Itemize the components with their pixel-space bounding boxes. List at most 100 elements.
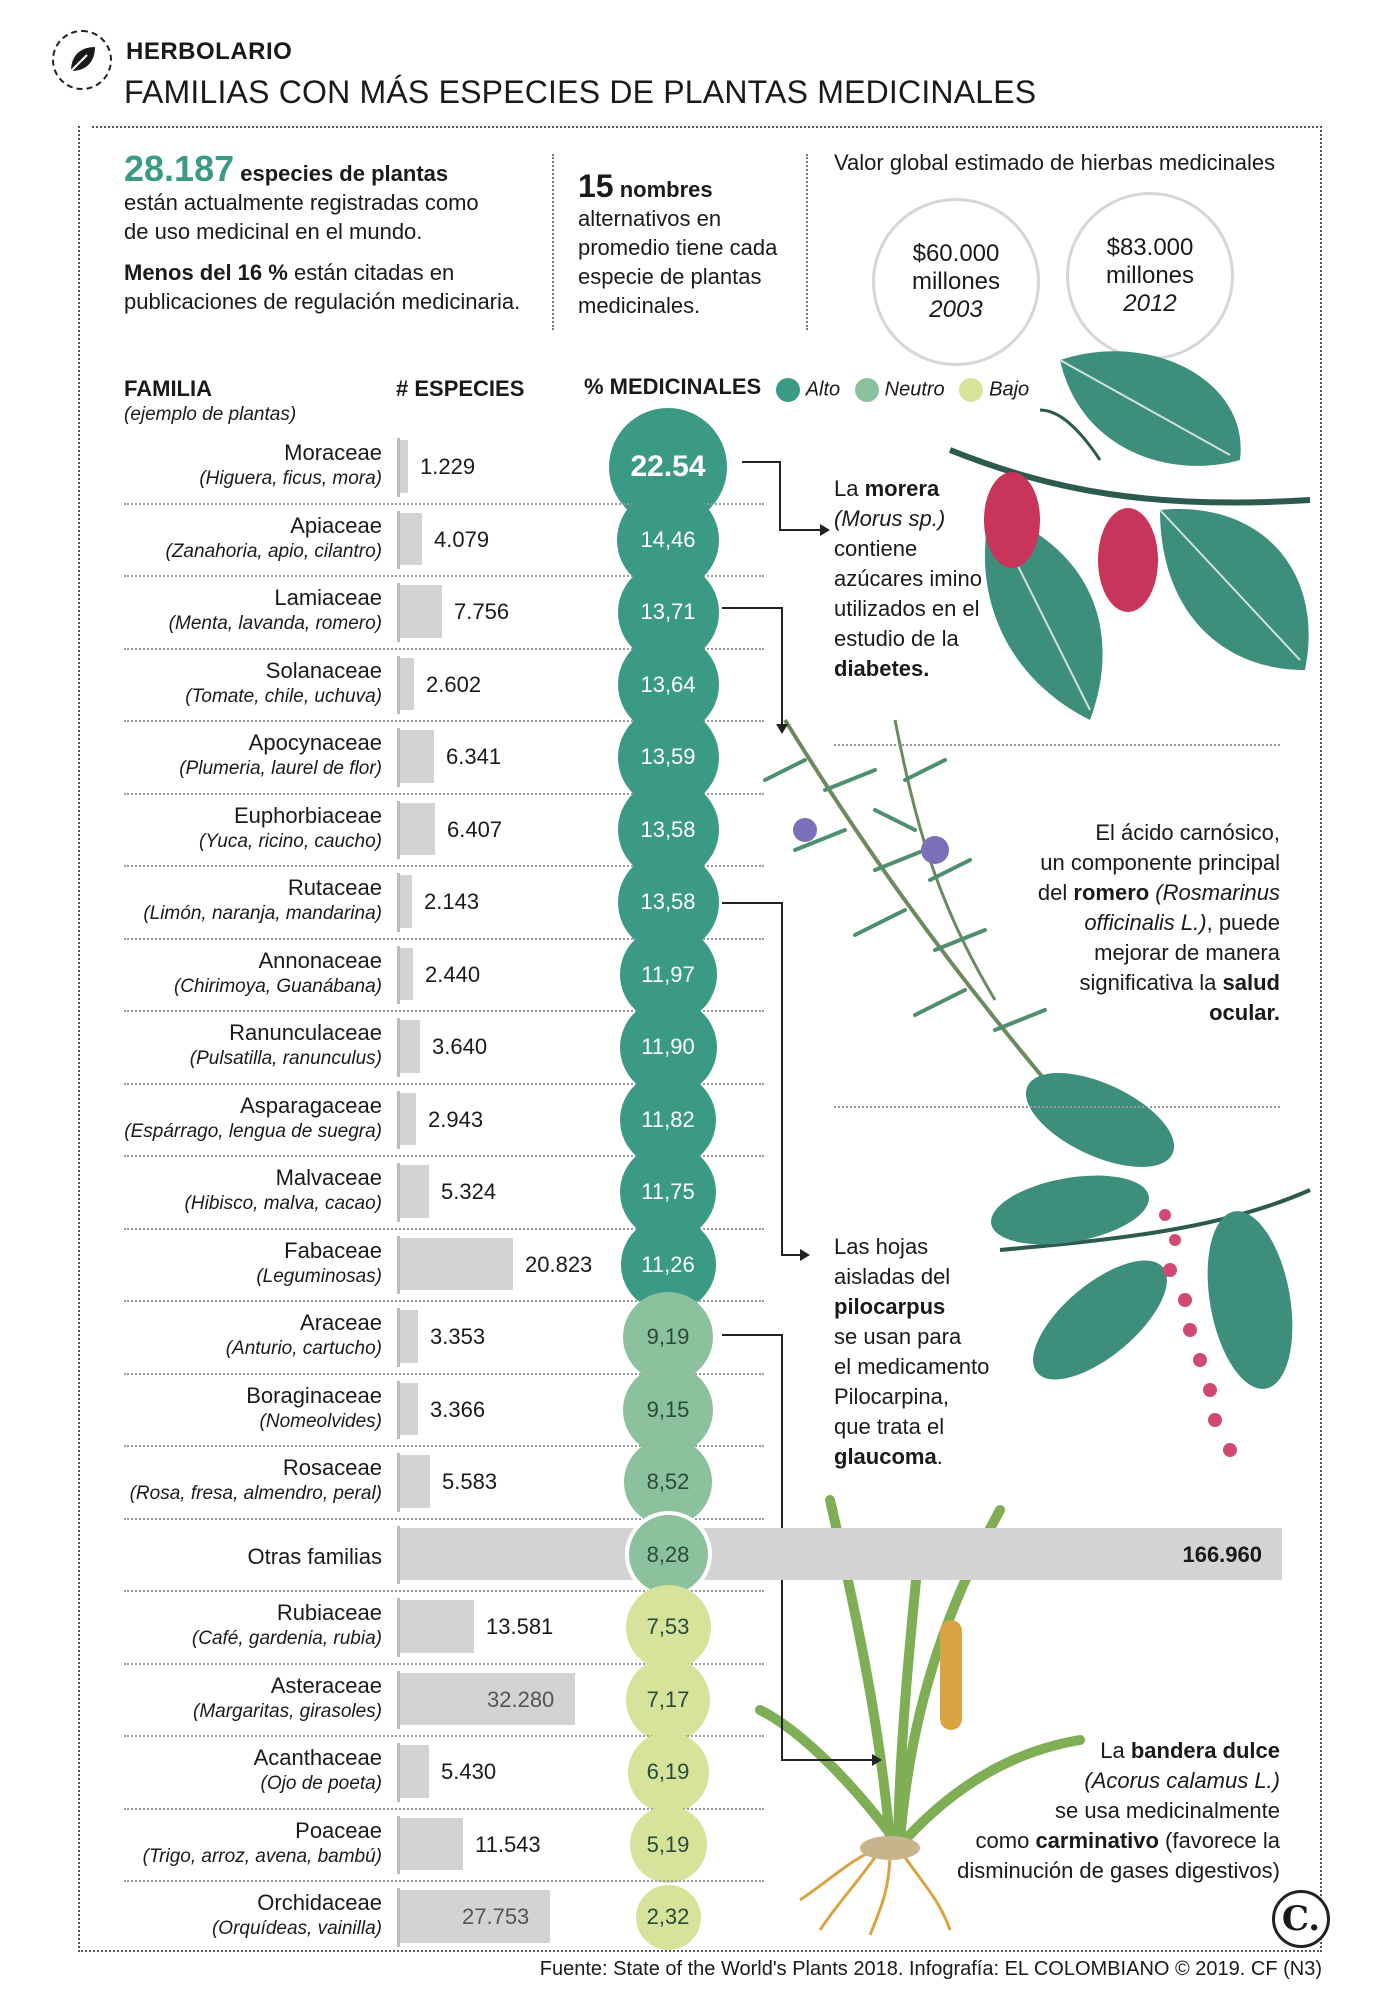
- family-name: Apocynaceae: [248, 730, 382, 755]
- species-value: 3.366: [430, 1396, 486, 1422]
- stat-species-bold: especies de plantas: [240, 161, 449, 186]
- bar-axis: [397, 1888, 400, 1947]
- bar-axis: [397, 1163, 400, 1222]
- row-divider: [124, 502, 764, 505]
- row-divider: [124, 1880, 764, 1882]
- bar-axis: [397, 1815, 400, 1874]
- note-divider: [834, 1106, 1280, 1108]
- stat-names-line4: especie de plantas: [578, 264, 762, 289]
- note-bold: romero: [1073, 880, 1150, 905]
- note-text: el medicamento: [834, 1354, 990, 1379]
- family-examples: (Margaritas, girasoles): [193, 1700, 382, 1722]
- family-name: Orchidaceae: [257, 1890, 382, 1915]
- note-divider: [834, 744, 1280, 746]
- row-divider: [124, 1372, 764, 1375]
- medicinal-pct-circle: 2,32: [635, 1884, 701, 1950]
- family-examples: (Orquídeas, vainilla): [211, 1918, 382, 1939]
- medicinal-pct-circle: 13,58: [617, 779, 719, 881]
- family-examples: (Chirimoya, Guanábana): [173, 975, 382, 997]
- legend-label-neutro: Neutro: [884, 378, 945, 401]
- note-text: disminución de gases digestivos): [957, 1858, 1280, 1883]
- legend-label-bajo: Bajo: [989, 378, 1030, 401]
- value-amount: $83.000: [1106, 234, 1194, 261]
- species-bar: [400, 1020, 420, 1073]
- row-divider: [124, 792, 764, 795]
- legend-dot-bajo: [959, 377, 984, 402]
- row-divider: [124, 575, 764, 577]
- bar-axis: [397, 1670, 400, 1729]
- bar-axis: [397, 655, 400, 714]
- note-text: Pilocarpina,: [834, 1384, 949, 1409]
- intro-stat-names: 15 nombres alternativos en promedio tien…: [578, 170, 808, 320]
- family-examples: (Plumeria, laurel de flor): [179, 758, 382, 779]
- note-bold: salud: [1222, 970, 1280, 995]
- note-bold: glaucoma: [834, 1444, 937, 1469]
- family-examples: (Hibisco, malva, cacao): [184, 1193, 382, 1214]
- species-bar: [400, 1165, 429, 1218]
- note-text: estudio de la: [834, 626, 959, 651]
- family-examples: (Menta, lavanda, romero): [168, 613, 382, 634]
- family-name: Otras familias: [247, 1543, 382, 1569]
- legend-label-alto: Alto: [805, 378, 841, 401]
- species-value: 5.583: [442, 1469, 498, 1494]
- row-divider: [124, 1807, 764, 1810]
- species-bar: [400, 1382, 418, 1435]
- species-value: 166.960: [1182, 1541, 1262, 1567]
- family-examples: (Zanahoria, apio, cilantro): [165, 540, 383, 562]
- note-text: , puede: [1206, 910, 1280, 935]
- family-name: Araceae: [300, 1310, 382, 1335]
- note-text: como: [975, 1828, 1036, 1853]
- stat-names-bold: nombres: [619, 177, 713, 202]
- value-amount: $60.000: [912, 240, 1000, 267]
- species-value: 3.353: [430, 1324, 486, 1349]
- note-text: del: [1037, 880, 1074, 905]
- note-bold: bandera dulce: [1130, 1738, 1280, 1763]
- note-text: utilizados en el: [834, 596, 980, 621]
- note-bold: diabetes.: [834, 656, 930, 681]
- column-header-family-sub: (ejemplo de plantas): [124, 404, 297, 425]
- note-pilocarpus: Las hojas aisladas del pilocarpus se usa…: [834, 1232, 1014, 1472]
- family-name: Moraceae: [284, 440, 382, 465]
- family-name: Acanthaceae: [253, 1745, 382, 1770]
- stat-names-line2: alternativos en: [578, 206, 722, 231]
- value-title: Valor global estimado de hierbas medicin…: [834, 150, 1276, 175]
- family-examples: (Nomeolvides): [259, 1410, 382, 1432]
- species-bar: [400, 1890, 550, 1943]
- section-label: HERBOLARIO: [126, 38, 293, 65]
- note-text: La: [834, 476, 865, 501]
- legend-dot-alto: [775, 377, 800, 402]
- species-value: 32.280: [487, 1686, 555, 1712]
- species-bar: [400, 1745, 429, 1798]
- legend-dot-neutro: [854, 377, 879, 402]
- species-bar: [400, 512, 422, 565]
- note-text: significativa la: [1079, 970, 1223, 995]
- bar-axis: [397, 1453, 400, 1512]
- family-examples: (Ojo de poeta): [260, 1773, 382, 1794]
- column-header-medicinal: % MEDICINALES: [584, 374, 762, 399]
- value-circle-2003: $60.000 millones 2003: [872, 198, 1040, 366]
- family-examples: (Espárrago, lengua de suegra): [124, 1120, 382, 1142]
- species-bar: [400, 1237, 513, 1290]
- species-value: 2.943: [428, 1106, 484, 1132]
- family-name: Lamiaceae: [274, 585, 382, 610]
- note-bold: carminativo: [1035, 1828, 1159, 1853]
- family-examples: (Higuera, ficus, mora): [199, 468, 382, 489]
- bar-axis: [397, 1525, 400, 1584]
- species-value: 2.143: [424, 889, 480, 914]
- page-title: FAMILIAS CON MÁS ESPECIES DE PLANTAS MED…: [124, 74, 1037, 110]
- intro-divider-2: [806, 154, 808, 330]
- column-header-species: # ESPECIES: [396, 376, 525, 401]
- note-bandera-dulce: La bandera dulce (Acorus calamus L.) se …: [920, 1736, 1280, 1886]
- species-bar: [400, 1527, 1282, 1580]
- row-divider: [124, 1082, 764, 1085]
- bar-axis: [397, 438, 400, 497]
- stat-species-line3: de uso medicinal en el mundo.: [124, 219, 423, 244]
- note-text: se usa medicinalmente: [1054, 1798, 1280, 1823]
- stat-regulation-bold: Menos del 16 %: [124, 260, 288, 285]
- chart-legend: % MEDICINALES Alto Neutro Bajo: [584, 374, 1029, 402]
- stat-regulation-rest: están citadas en: [287, 260, 455, 285]
- family-name: Fabaceae: [284, 1237, 382, 1263]
- species-value: 13.581: [486, 1614, 554, 1639]
- family-name: Euphorbiaceae: [233, 802, 382, 828]
- note-text: Las hojas: [834, 1234, 929, 1259]
